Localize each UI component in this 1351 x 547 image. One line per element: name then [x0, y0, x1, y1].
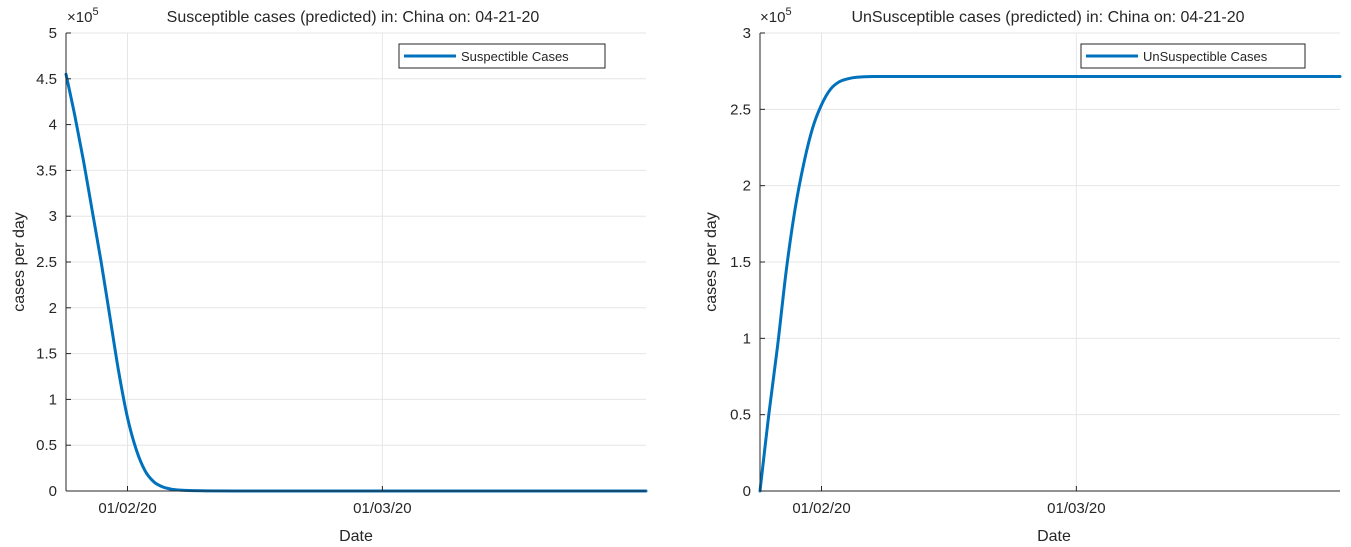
- y-tick-label: 3: [49, 208, 57, 225]
- y-tick-label: 3.5: [36, 162, 57, 179]
- y-tick-label: 2.5: [36, 254, 57, 271]
- tick-labels: 0 0.5 1 1.5 2 2.5 3 01/02/20 01/03/20: [730, 25, 1105, 517]
- y-tick-label: 0: [743, 483, 751, 500]
- y-axis-label: cases per day: [703, 212, 720, 312]
- series-line: [64, 72, 648, 493]
- y-tick-label: 5: [49, 25, 57, 42]
- y-tick-label: 1: [743, 330, 751, 347]
- exponent-power: 5: [785, 6, 791, 18]
- tick-labels: 0 0.5 1 1.5 2 2.5 3 3.5 4 4.5 5 01/02/20 01/03/20: [36, 25, 411, 517]
- legend-label: UnSuspectible Cases: [1143, 49, 1268, 64]
- exponent-base: ×10: [760, 9, 785, 26]
- susceptible-chart: 0 0.5 1 1.5 2 2.5 3 3.5 4 4.5 5 01/02/20 01/03/20 Su…: [11, 6, 648, 545]
- grid: [760, 32, 1340, 492]
- y-tick-label: 1.5: [730, 254, 751, 271]
- y-tick-label: 1: [49, 391, 57, 408]
- series-lines: [758, 74, 1342, 493]
- x-tick-label: 01/02/20: [792, 500, 850, 517]
- y-tick-label: 2.5: [730, 101, 751, 118]
- y-tick-label: 4: [49, 117, 57, 134]
- x-axis-label: Date: [1037, 528, 1071, 545]
- grid: [66, 32, 646, 492]
- y-tick-label: 4.5: [36, 71, 57, 88]
- chart-title: Susceptible cases (predicted) in: China …: [167, 9, 540, 26]
- y-tick-label: 1.5: [36, 346, 57, 363]
- y-tick-label: 0: [49, 483, 57, 500]
- y-tick-label: 3: [743, 25, 751, 42]
- axes: [759, 32, 1340, 492]
- y-tick-label: 2: [49, 300, 57, 317]
- chart-title: UnSusceptible cases (predicted) in: Chin…: [851, 9, 1244, 26]
- exponent-label: ×105: [67, 6, 99, 26]
- y-tick-label: 0.5: [730, 407, 751, 424]
- y-tick-label: 2: [743, 178, 751, 195]
- exponent-power: 5: [92, 6, 98, 18]
- exponent-base: ×10: [67, 9, 92, 26]
- x-axis-label: Date: [339, 528, 373, 545]
- legend: UnSuspectible Cases: [1080, 43, 1306, 69]
- y-axis-label: cases per day: [11, 212, 28, 312]
- unsusceptible-chart: 0 0.5 1 1.5 2 2.5 3 01/02/20 01/03/20 UnSuscepti…: [703, 6, 1342, 545]
- series-line: [758, 74, 1342, 493]
- x-tick-label: 01/03/20: [1047, 500, 1105, 517]
- y-tick-label: 0.5: [36, 437, 57, 454]
- x-tick-label: 01/03/20: [353, 500, 411, 517]
- axes: [65, 32, 646, 492]
- series-lines: [64, 72, 648, 493]
- legend: Suspectible Cases: [398, 43, 606, 69]
- exponent-label: ×105: [760, 6, 792, 26]
- x-tick-label: 01/02/20: [98, 500, 156, 517]
- legend-label: Suspectible Cases: [461, 49, 569, 64]
